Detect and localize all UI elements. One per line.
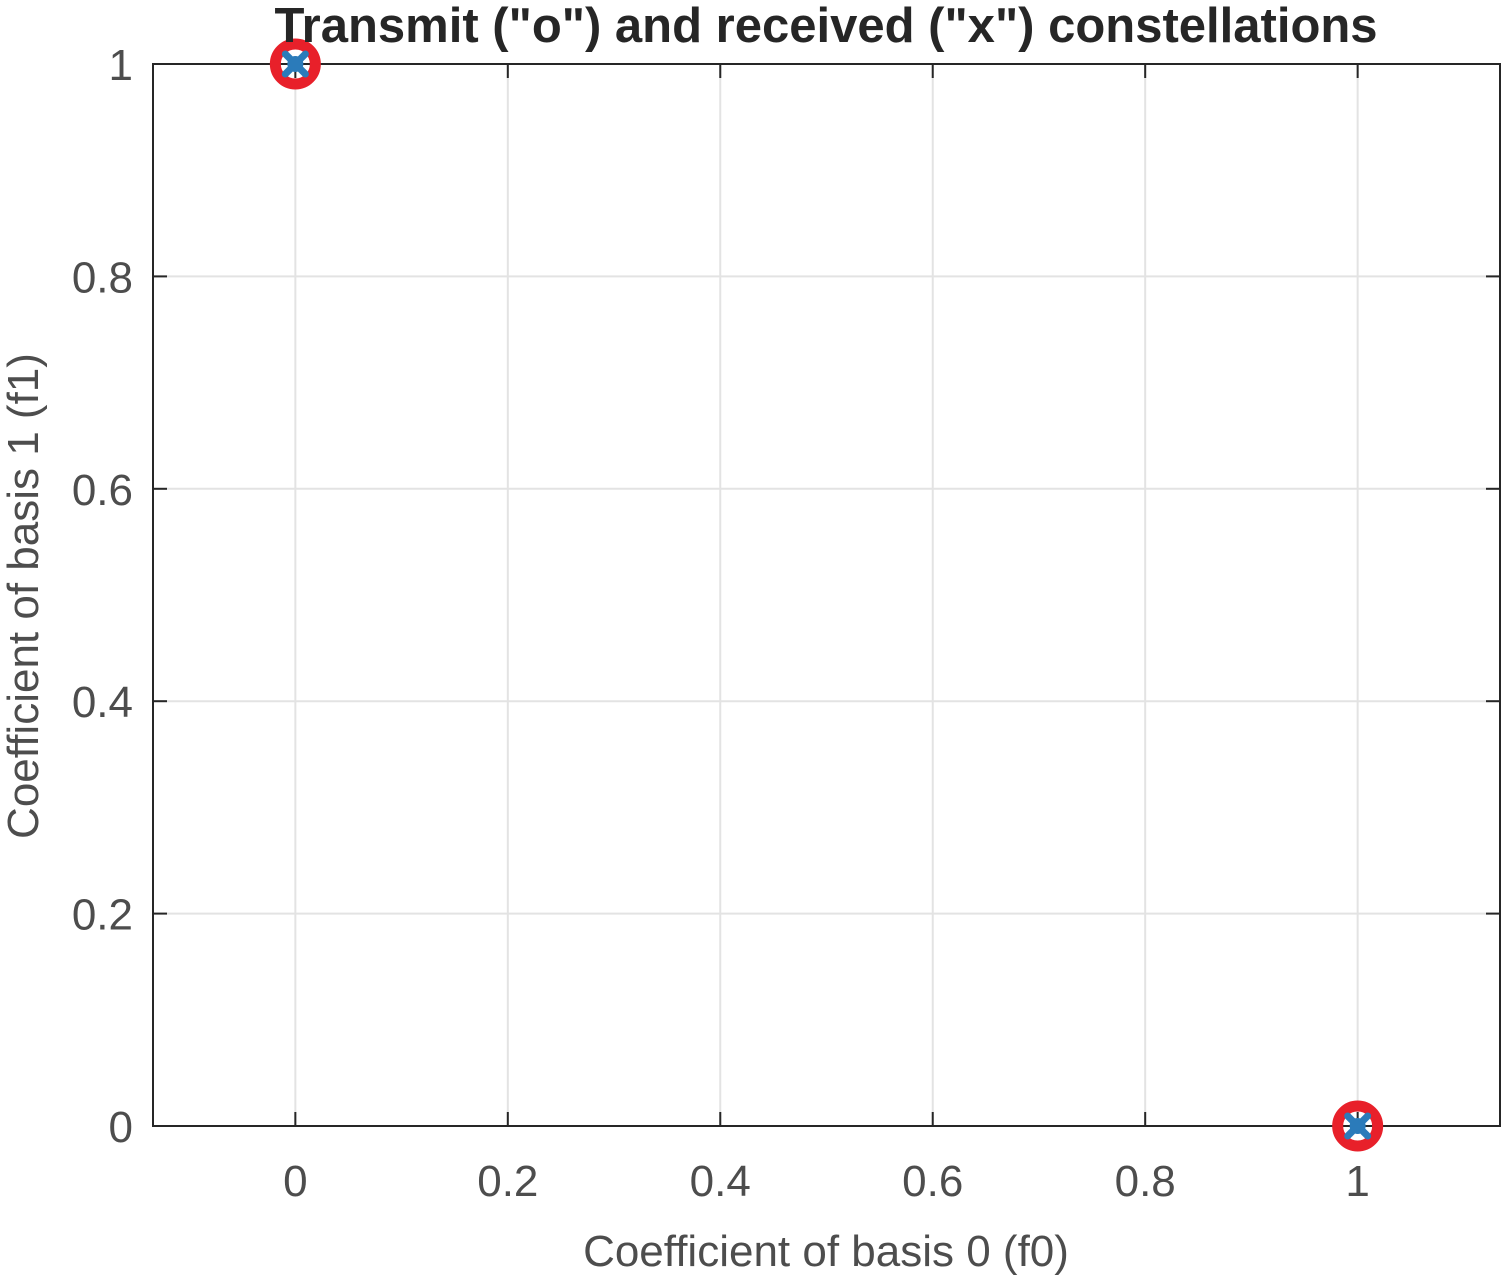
x-tick-label: 0.4 xyxy=(690,1157,751,1206)
received-marker-x xyxy=(1344,1112,1372,1140)
y-tick-label: 0.2 xyxy=(72,891,133,940)
x-tick-label: 1 xyxy=(1345,1157,1369,1206)
y-tick-label: 0.6 xyxy=(72,466,133,515)
tick-labels: 0 0.2 0.4 0.6 0.8 1 0 0.2 0.4 0.6 0.8 1 xyxy=(72,41,1370,1206)
y-tick-label: 0 xyxy=(109,1103,133,1152)
transmit-marker-o xyxy=(269,38,321,90)
y-axis-label: Coefficient of basis 1 (f1) xyxy=(0,353,48,839)
x-tick-label: 0.6 xyxy=(902,1157,963,1206)
plot-frame xyxy=(152,63,1501,1127)
transmit-marker-o xyxy=(1332,1100,1384,1152)
y-tick-label: 1 xyxy=(109,41,133,90)
received-marker-x xyxy=(281,50,309,78)
x-tick-label: 0 xyxy=(283,1157,307,1206)
received-marker-x-center xyxy=(1349,1118,1366,1134)
y-tick-label: 0.8 xyxy=(72,253,133,302)
received-marker-x-center xyxy=(287,56,304,72)
x-axis-label: Coefficient of basis 0 (f0) xyxy=(583,1227,1069,1276)
chart-title: Transmit ("o") and received ("x") conste… xyxy=(274,0,1377,53)
plot-background xyxy=(153,64,1500,1126)
x-tick-label: 0.8 xyxy=(1115,1157,1176,1206)
x-tick-label: 0.2 xyxy=(477,1157,538,1206)
axes xyxy=(152,63,1501,1127)
y-tick-label: 0.4 xyxy=(72,678,133,727)
data-markers xyxy=(269,38,1384,1152)
